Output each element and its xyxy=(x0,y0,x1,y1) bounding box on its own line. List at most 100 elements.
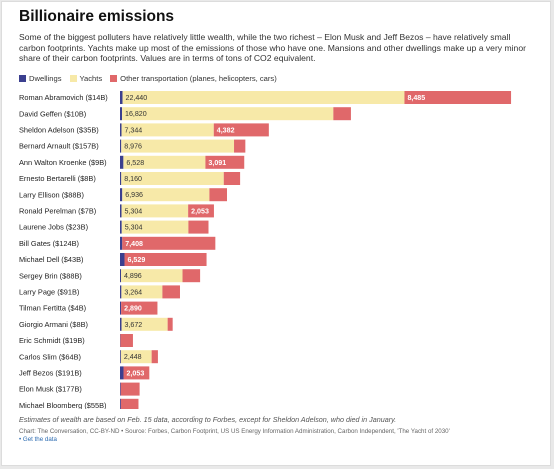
value-label-other: 2,890 xyxy=(124,305,142,313)
chart-footnote: Estimates of wealth are based on Feb. 15… xyxy=(19,415,397,424)
value-label-yachts: 3,264 xyxy=(124,288,142,296)
bar-segment-yachts xyxy=(121,139,235,153)
bar-segment-other xyxy=(205,155,245,169)
category-label: Eric Schmidt ($19B) xyxy=(19,336,85,345)
bar-row: Tilman Fertitta ($4B) 2,890 xyxy=(19,301,158,315)
bar-segment-yachts xyxy=(122,188,210,202)
bar-segment-dwellings xyxy=(120,317,122,331)
value-label-yachts: 16,820 xyxy=(125,110,147,118)
bar-segment-dwellings xyxy=(120,188,123,202)
bar-segment-dwellings xyxy=(120,139,122,153)
bar-segment-dwellings xyxy=(120,107,123,121)
bar-segment-dwellings xyxy=(120,220,122,234)
category-label: David Geffen ($10B) xyxy=(19,109,86,118)
legend-swatch-yachts xyxy=(69,75,77,82)
bar-segment-dwellings xyxy=(120,301,122,315)
value-label-yachts: 5,304 xyxy=(125,224,143,232)
bar-row: Laurene Jobs ($23B) 5,304 xyxy=(19,220,209,234)
bar-segment-other xyxy=(213,123,269,137)
value-label-yachts: 22,440 xyxy=(126,94,148,102)
category-label: Larry Page ($91B) xyxy=(19,288,79,297)
bar-segment-dwellings xyxy=(120,91,123,104)
get-data-link[interactable]: • Get the data xyxy=(19,436,57,443)
value-label-other: 6,529 xyxy=(128,256,146,264)
bar-row: Ann Walton Kroenke ($9B) 6,528 3,091 xyxy=(19,155,245,169)
value-label-yachts: 6,936 xyxy=(125,191,143,199)
bar-segment-dwellings xyxy=(120,398,121,409)
bar-segment-dwellings xyxy=(120,236,123,250)
category-label: Larry Ellison ($88B) xyxy=(19,190,84,199)
value-label-yachts: 5,304 xyxy=(125,207,143,215)
chart-source: Chart: The Conversation, CC-BY-ND • Sour… xyxy=(19,428,450,435)
bar-segment-dwellings xyxy=(120,269,122,283)
category-label: Jeff Bezos ($191B) xyxy=(19,369,82,378)
bar-row: Larry Ellison ($88B) 6,936 xyxy=(19,188,227,202)
bar-segment-yachts xyxy=(121,220,189,234)
bar-chart: Roman Abramovich ($14B) 22,440 8,485 David … xyxy=(19,91,512,409)
legend-item-other: Other transportation (planes, helicopter… xyxy=(110,74,277,83)
legend-swatch-dwellings xyxy=(19,75,26,82)
value-label-yachts: 2,448 xyxy=(124,353,142,361)
bar-segment-dwellings xyxy=(120,172,122,185)
bar-segment-other xyxy=(223,172,241,185)
category-label: Michael Bloomberg ($55B) xyxy=(19,401,107,409)
bar-row: Ronald Perelman ($7B) 5,304 2,053 xyxy=(19,204,214,218)
value-label-yachts: 8,976 xyxy=(124,143,142,151)
chart-subtitle: Some of the biggest polluters have relat… xyxy=(19,32,526,64)
value-label-yachts: 3,672 xyxy=(125,321,143,329)
legend-label-other: Other transportation (planes, helicopter… xyxy=(120,74,277,83)
bar-row: Michael Bloomberg ($55B) xyxy=(19,398,139,409)
bar-segment-other xyxy=(167,317,173,331)
bar-segment-yachts xyxy=(121,285,163,299)
bar-segment-yachts xyxy=(120,350,152,364)
bar-segment-dwellings xyxy=(120,366,124,380)
bar-row: Michael Dell ($43B) 6,529 xyxy=(19,253,207,266)
category-label: Sheldon Adelson ($35B) xyxy=(19,126,99,135)
bar-row: Bernard Arnault ($157B) 8,976 xyxy=(19,139,246,153)
bar-row: Carlos Slim ($64B) 2,448 xyxy=(19,350,158,364)
value-label-other: 8,485 xyxy=(407,94,425,102)
category-label: Laurene Jobs ($23B) xyxy=(19,223,88,232)
value-label-other: 4,382 xyxy=(217,126,235,134)
category-label: Roman Abramovich ($14B) xyxy=(19,93,108,102)
category-label: Sergey Brin ($88B) xyxy=(19,271,82,280)
legend-item-dwellings: Dwellings xyxy=(19,74,62,83)
bar-segment-dwellings xyxy=(120,350,121,364)
value-label-other: 2,053 xyxy=(127,369,145,377)
category-label: Tilman Fertitta ($4B) xyxy=(19,304,86,313)
bar-segment-other xyxy=(188,204,214,218)
legend: Dwellings Yachts Other transportation (p… xyxy=(19,74,277,83)
category-label: Bill Gates ($124B) xyxy=(19,239,79,248)
value-label-yachts: 8,160 xyxy=(124,175,142,183)
bar-segment-dwellings xyxy=(120,382,121,396)
bar-segment-other xyxy=(122,236,216,250)
bar-row: Ernesto Bertarelli ($8B) 8,160 xyxy=(19,172,241,185)
bar-segment-dwellings xyxy=(120,285,122,299)
legend-label-dwellings: Dwellings xyxy=(29,74,62,83)
bar-segment-other xyxy=(188,220,209,234)
bar-segment-yachts xyxy=(122,91,405,104)
bar-segment-other xyxy=(333,107,351,121)
bar-segment-other xyxy=(234,139,246,153)
bar-segment-other xyxy=(121,301,158,315)
value-label-other: 3,091 xyxy=(208,159,226,167)
bar-segment-dwellings xyxy=(120,253,125,266)
chart-title: Billionaire emissions xyxy=(19,8,175,25)
bar-segment-other xyxy=(120,334,133,347)
value-label-other: 7,408 xyxy=(125,240,143,248)
bar-segment-yachts xyxy=(121,123,214,137)
bar-row: Sheldon Adelson ($35B) 7,344 4,382 xyxy=(19,123,269,137)
bar-row: Sergey Brin ($88B) 4,896 xyxy=(19,269,201,283)
bar-row: Eric Schmidt ($19B) xyxy=(19,334,133,347)
legend-item-yachts: Yachts xyxy=(69,74,103,83)
bar-row: Giorgio Armani ($8B) 3,672 xyxy=(19,317,173,331)
bar-segment-other xyxy=(124,253,207,266)
bar-segment-other xyxy=(151,350,158,364)
legend-label-yachts: Yachts xyxy=(79,74,103,83)
bar-row: David Geffen ($10B) 16,820 xyxy=(19,107,351,121)
bar-segment-other xyxy=(123,366,150,380)
bar-segment-other xyxy=(182,269,201,283)
category-label: Ernesto Bertarelli ($8B) xyxy=(19,174,96,183)
category-label: Elon Musk ($177B) xyxy=(19,385,82,394)
category-label: Carlos Slim ($64B) xyxy=(19,352,81,361)
